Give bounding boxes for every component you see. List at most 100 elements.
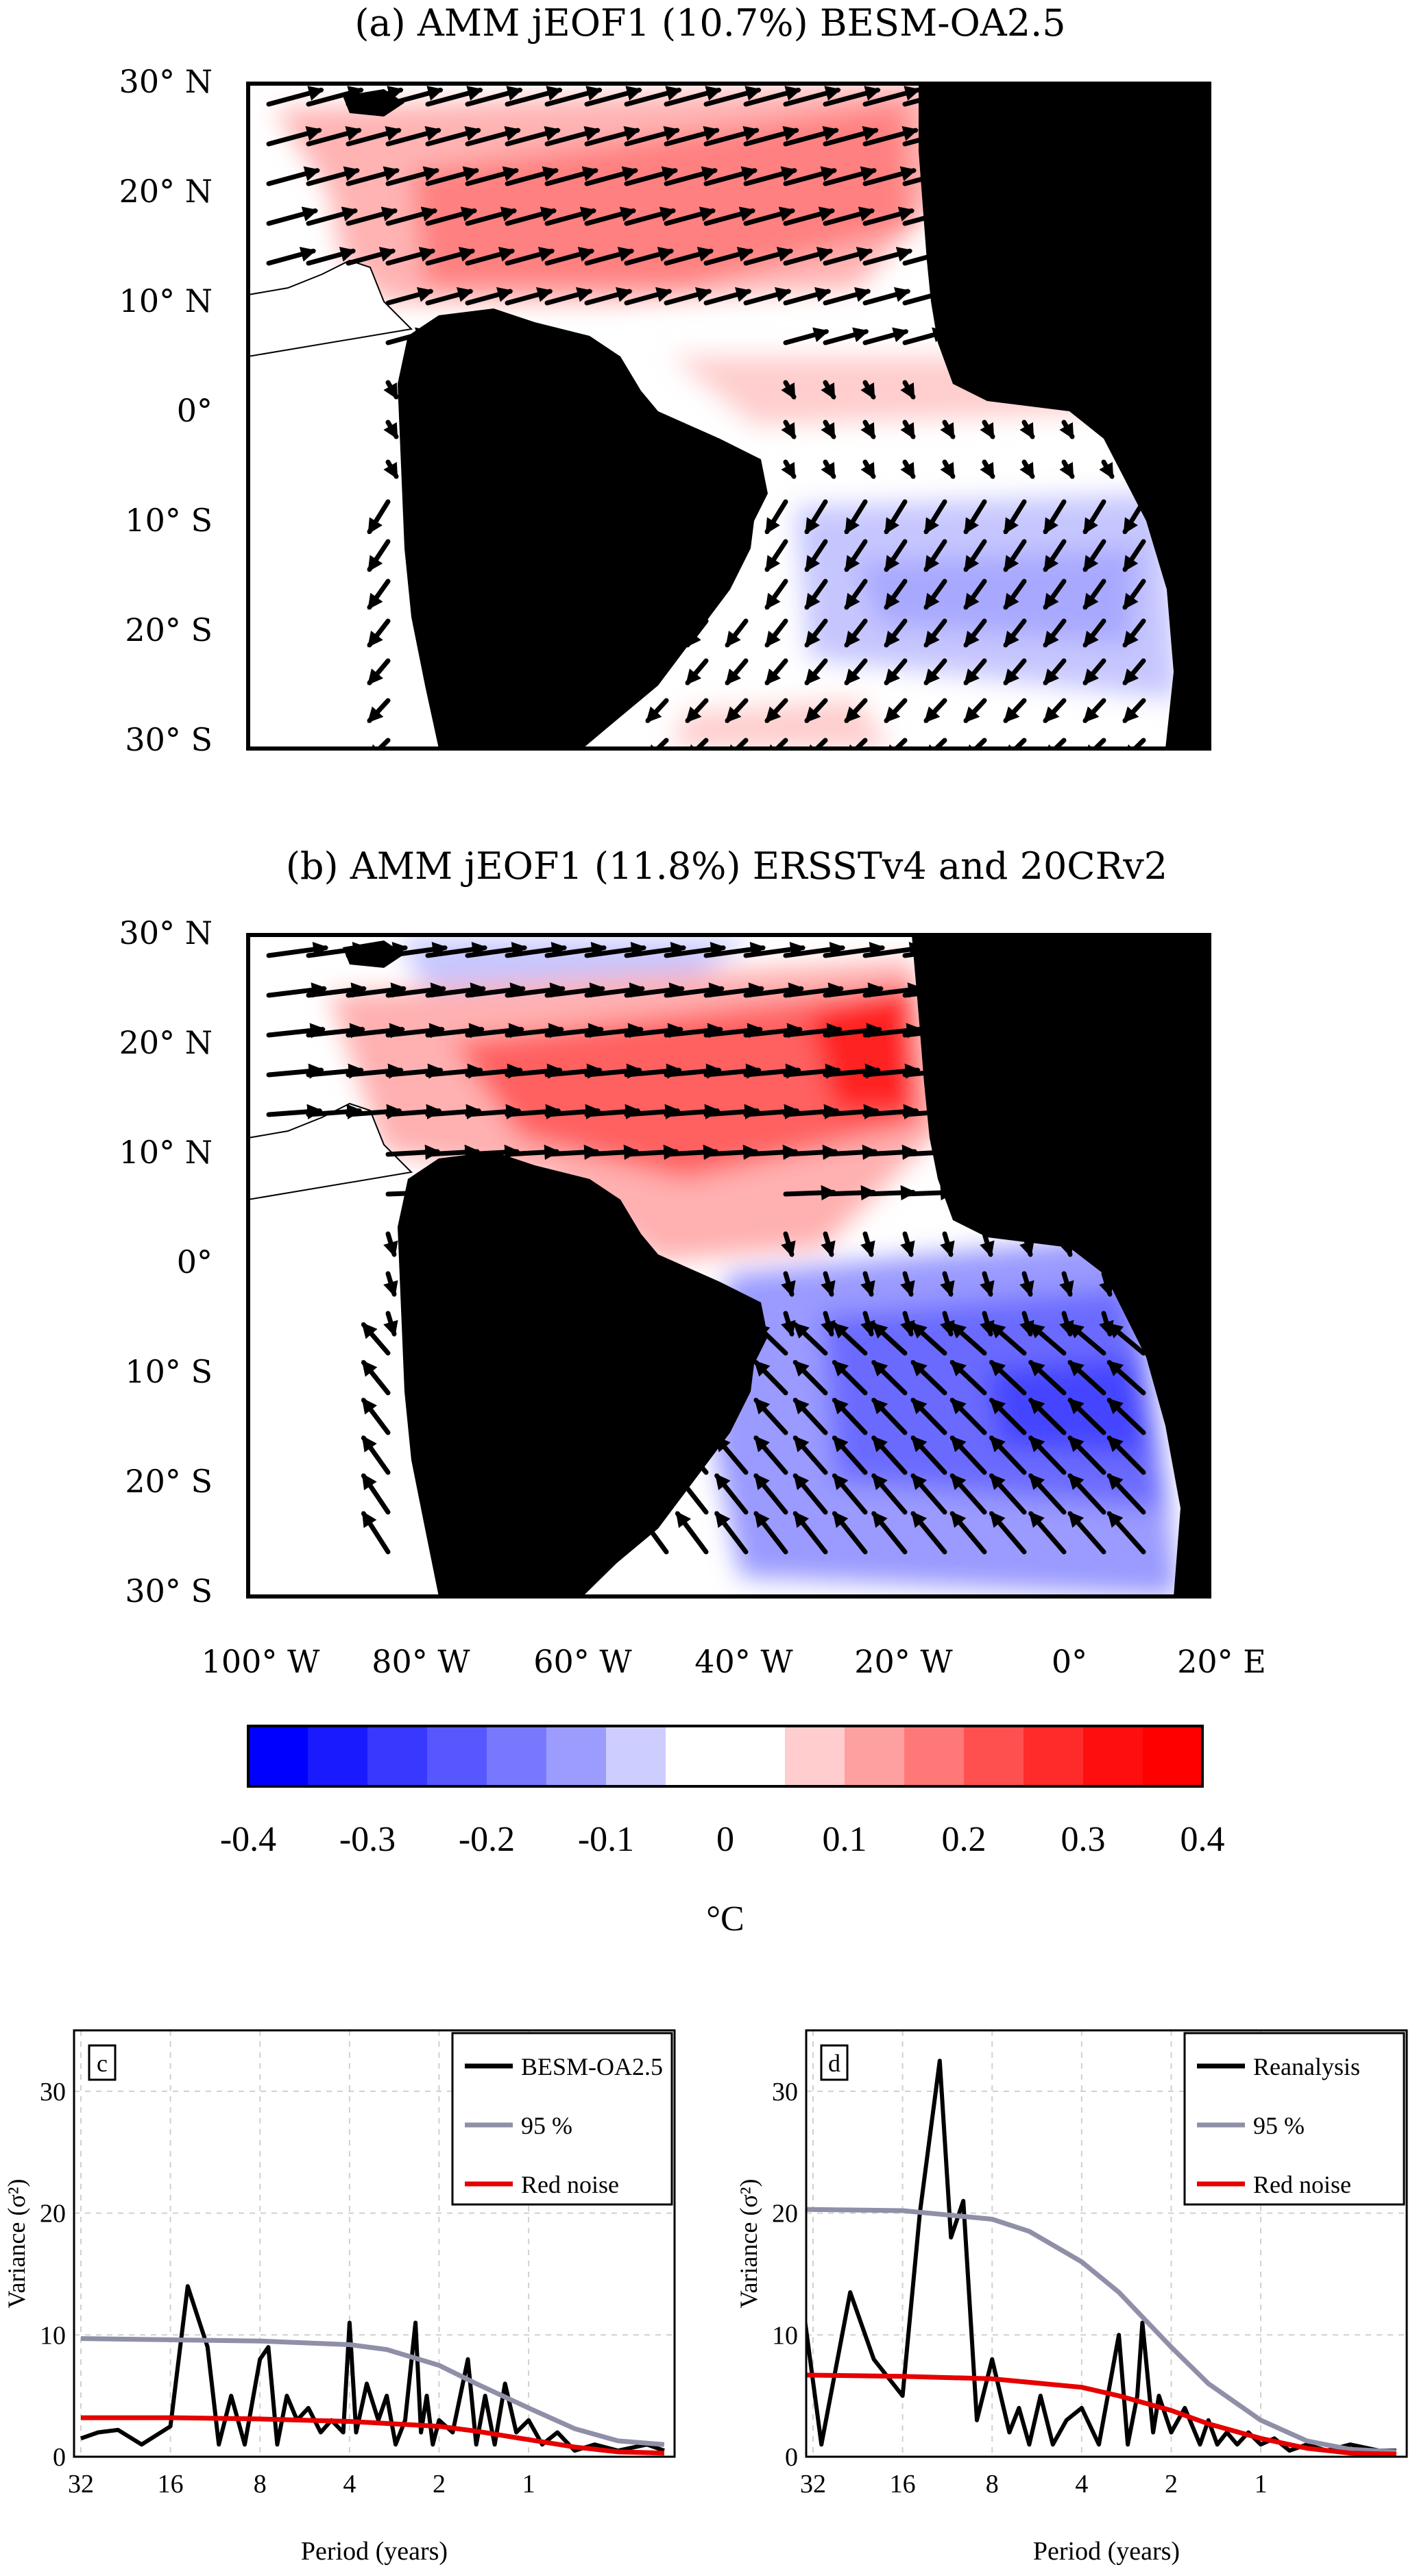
x-tick-label: 1: [522, 2470, 535, 2499]
legend-entry: Red noise: [521, 2171, 619, 2198]
wind-arrow: [902, 247, 953, 266]
wind-arrow: [764, 539, 788, 572]
wind-arrow: [385, 166, 440, 186]
wind-arrow: [346, 86, 404, 107]
wind-arrow: [266, 982, 328, 998]
wind-arrow: [910, 1398, 947, 1435]
panel-a-map: [248, 84, 1209, 749]
wind-arrow: [425, 206, 478, 226]
wind-arrow: [1067, 1322, 1106, 1356]
wind-arrow: [425, 247, 476, 266]
wind-arrow: [664, 1063, 722, 1079]
wind-arrow: [544, 982, 606, 998]
wind-arrow: [940, 1311, 955, 1337]
wind-arrow: [980, 1231, 995, 1258]
wind-arrow: [266, 247, 317, 266]
wind-arrow: [367, 738, 391, 749]
wind-arrow: [823, 86, 881, 107]
wind-arrow: [871, 1435, 908, 1475]
wind-arrow: [792, 1511, 828, 1555]
wind-arrow: [949, 1511, 987, 1555]
wind-arrow: [425, 125, 481, 147]
wind-arrow: [783, 327, 829, 345]
wind-arrow: [725, 618, 749, 648]
wind-arrow: [1028, 1360, 1067, 1396]
wind-arrow: [1106, 1435, 1146, 1475]
panel-b-lon-labels: 100° W 80° W 60° W 40° W 20° W 0° 20° E: [202, 1643, 1266, 1680]
wind-arrow: [1099, 1231, 1114, 1258]
wind-arrow: [871, 1511, 908, 1555]
x-tick-label: 1: [1255, 2470, 1268, 2499]
wind-arrow: [764, 658, 788, 685]
wind-arrow: [1028, 1398, 1067, 1435]
wind-arrow: [505, 1063, 563, 1079]
colorbar-swatch: [785, 1726, 845, 1786]
south-america-land: [398, 1152, 768, 1596]
wind-arrow: [346, 982, 407, 998]
wind-arrow: [884, 618, 908, 648]
y-axis-label: Variance (σ²): [735, 2178, 762, 2308]
wind-arrow: [884, 579, 908, 610]
wind-arrow: [465, 206, 518, 226]
colorbar-swatch: [1143, 1726, 1203, 1786]
y-tick-label: 10: [40, 2321, 66, 2350]
wind-arrow: [1019, 420, 1035, 439]
wind-arrow: [910, 1322, 947, 1356]
wind-arrow: [505, 942, 568, 958]
wind-arrow: [980, 459, 995, 479]
legend-entry: Reanalysis: [1253, 2053, 1360, 2080]
wind-arrow: [367, 698, 391, 723]
wind-arrow: [624, 982, 686, 998]
wind-arrow: [1043, 738, 1067, 749]
wind-arrow: [783, 247, 834, 266]
wind-arrow: [1028, 1511, 1067, 1555]
wind-arrow: [1028, 1473, 1067, 1515]
wind-arrow: [823, 287, 871, 306]
wind-arrow: [821, 1231, 836, 1258]
wind-arrow: [1028, 1435, 1067, 1475]
wind-arrow: [783, 86, 841, 107]
wind-arrow: [923, 618, 947, 648]
wind-arrow: [624, 206, 677, 226]
wind-arrow: [823, 327, 869, 345]
lon-label: 100° W: [202, 1643, 320, 1680]
colorbar-swatch: [964, 1726, 1024, 1786]
wind-arrow: [862, 942, 925, 958]
lat-label: 20° N: [119, 1024, 213, 1061]
wind-arrow: [714, 1511, 749, 1555]
wind-arrow: [823, 247, 873, 266]
wind-arrow: [685, 618, 709, 648]
panel-b-frame: [246, 933, 1211, 1599]
wind-arrow: [584, 982, 646, 998]
colorbar-tick: 0.3: [1061, 1820, 1106, 1859]
wind-arrow: [1139, 459, 1154, 479]
wind-arrow: [862, 206, 915, 226]
wind-arrow: [989, 1398, 1027, 1435]
wind-arrow: [664, 125, 720, 147]
wind-arrow: [385, 86, 444, 107]
wind-arrow: [624, 166, 679, 186]
wind-arrow: [385, 1023, 446, 1038]
wind-arrow: [900, 459, 916, 479]
wind-arrow: [1019, 459, 1035, 479]
lat-label: 10° N: [119, 1134, 213, 1171]
wind-arrow: [725, 698, 749, 723]
wind-arrow: [862, 1063, 921, 1079]
wind-arrow: [624, 1104, 681, 1119]
wind-arrow: [823, 1104, 880, 1119]
wind-arrow: [753, 1435, 788, 1475]
wind-arrow: [792, 1322, 828, 1356]
lat-label: 0°: [177, 1243, 213, 1280]
lat-label: 20° S: [125, 611, 213, 648]
wind-arrow: [783, 942, 846, 958]
wind-arrow: [821, 1311, 836, 1337]
wind-arrow: [1082, 499, 1106, 535]
lon-label: 80° W: [372, 1643, 470, 1680]
wind-arrow: [703, 982, 765, 998]
wind-arrow: [584, 287, 633, 306]
wind-arrow: [346, 942, 409, 958]
wind-arrow: [781, 1231, 796, 1258]
wind-arrow: [1019, 1231, 1034, 1258]
wind-arrow: [624, 1023, 684, 1038]
wind-arrow: [902, 1104, 959, 1119]
